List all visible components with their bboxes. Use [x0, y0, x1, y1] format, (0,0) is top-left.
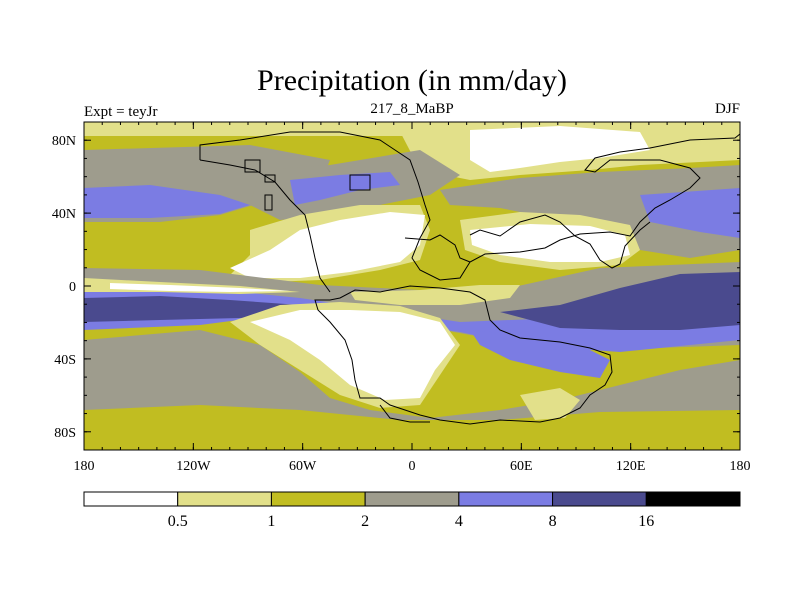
x-axis: 180 120W 60W 0 60E 120E 180: [74, 122, 751, 474]
colorbar-swatch: [645, 491, 741, 507]
colorbar-level-label: 4: [455, 513, 463, 530]
field-antarctic-band: [84, 405, 740, 450]
colorbar: 0.5 1 2 4 8 16: [83, 491, 741, 530]
field-east-pacific-wet: [640, 188, 740, 238]
field-north-america-dry: [230, 212, 425, 278]
outline-tethys-inlets: [404, 214, 651, 269]
y-tick-label: 0: [69, 280, 76, 295]
colorbar-level-label: 0.5: [168, 513, 188, 530]
field-north-atlantic-wet: [290, 172, 400, 205]
colorbar-level-label: 1: [267, 513, 275, 530]
colorbar-level-label: 2: [361, 513, 369, 530]
y-tick-label: 40N: [52, 207, 76, 222]
y-tick-label: 80N: [52, 134, 76, 149]
continent-outlines: [199, 131, 740, 425]
field-north-pacific-wet: [84, 185, 250, 218]
field-southern-ocean-grey: [84, 330, 740, 430]
colorbar-swatch: [364, 491, 460, 507]
field-south-america-africa-dry: [250, 310, 455, 400]
x-tick-label: 180: [730, 459, 751, 474]
x-tick-label: 120E: [616, 459, 646, 474]
y-axis: 80N 40N 0 40S 80S: [52, 134, 740, 441]
field-atlantic-dry-light: [350, 285, 520, 305]
colorbar-swatch: [177, 491, 272, 507]
field-south-australia-light: [520, 388, 580, 420]
field-south-indian-ocean-wet: [470, 330, 610, 378]
outline-gondwana: [314, 285, 613, 425]
colorbar-level-label: 16: [638, 513, 654, 530]
colorbar-swatch: [83, 491, 179, 507]
field-indian-ocean-heavy: [500, 272, 740, 330]
season-label: DJF: [715, 101, 740, 117]
chart-title: Precipitation (in mm/day): [257, 64, 567, 97]
colorbar-swatch: [270, 491, 366, 507]
colorbar-level-label: 8: [549, 513, 557, 530]
colorbar-swatch: [458, 491, 554, 507]
outline-north-laurasia: [199, 131, 740, 281]
x-tick-label: 60W: [289, 459, 317, 474]
outline-north-america-inland: [244, 159, 371, 211]
period-label: 217_8_MaBP: [370, 101, 453, 117]
y-tick-label: 40S: [54, 353, 76, 368]
field-eurasia-grey: [440, 165, 740, 258]
y-tick-label: 80S: [54, 426, 76, 441]
experiment-label: Expt = teyJr: [84, 104, 157, 120]
map-plot-area: [84, 122, 740, 450]
field-siberia-dry: [470, 126, 650, 172]
outline-south-inland: [379, 404, 430, 423]
x-tick-label: 60E: [510, 459, 533, 474]
colorbar-swatch: [552, 491, 647, 507]
outline-laurasia-west-coast: [199, 159, 331, 293]
x-tick-label: 0: [409, 459, 416, 474]
x-tick-label: 120W: [176, 459, 211, 474]
field-pacific-dry-tongue-core: [110, 283, 290, 292]
x-tick-label: 180: [74, 459, 95, 474]
